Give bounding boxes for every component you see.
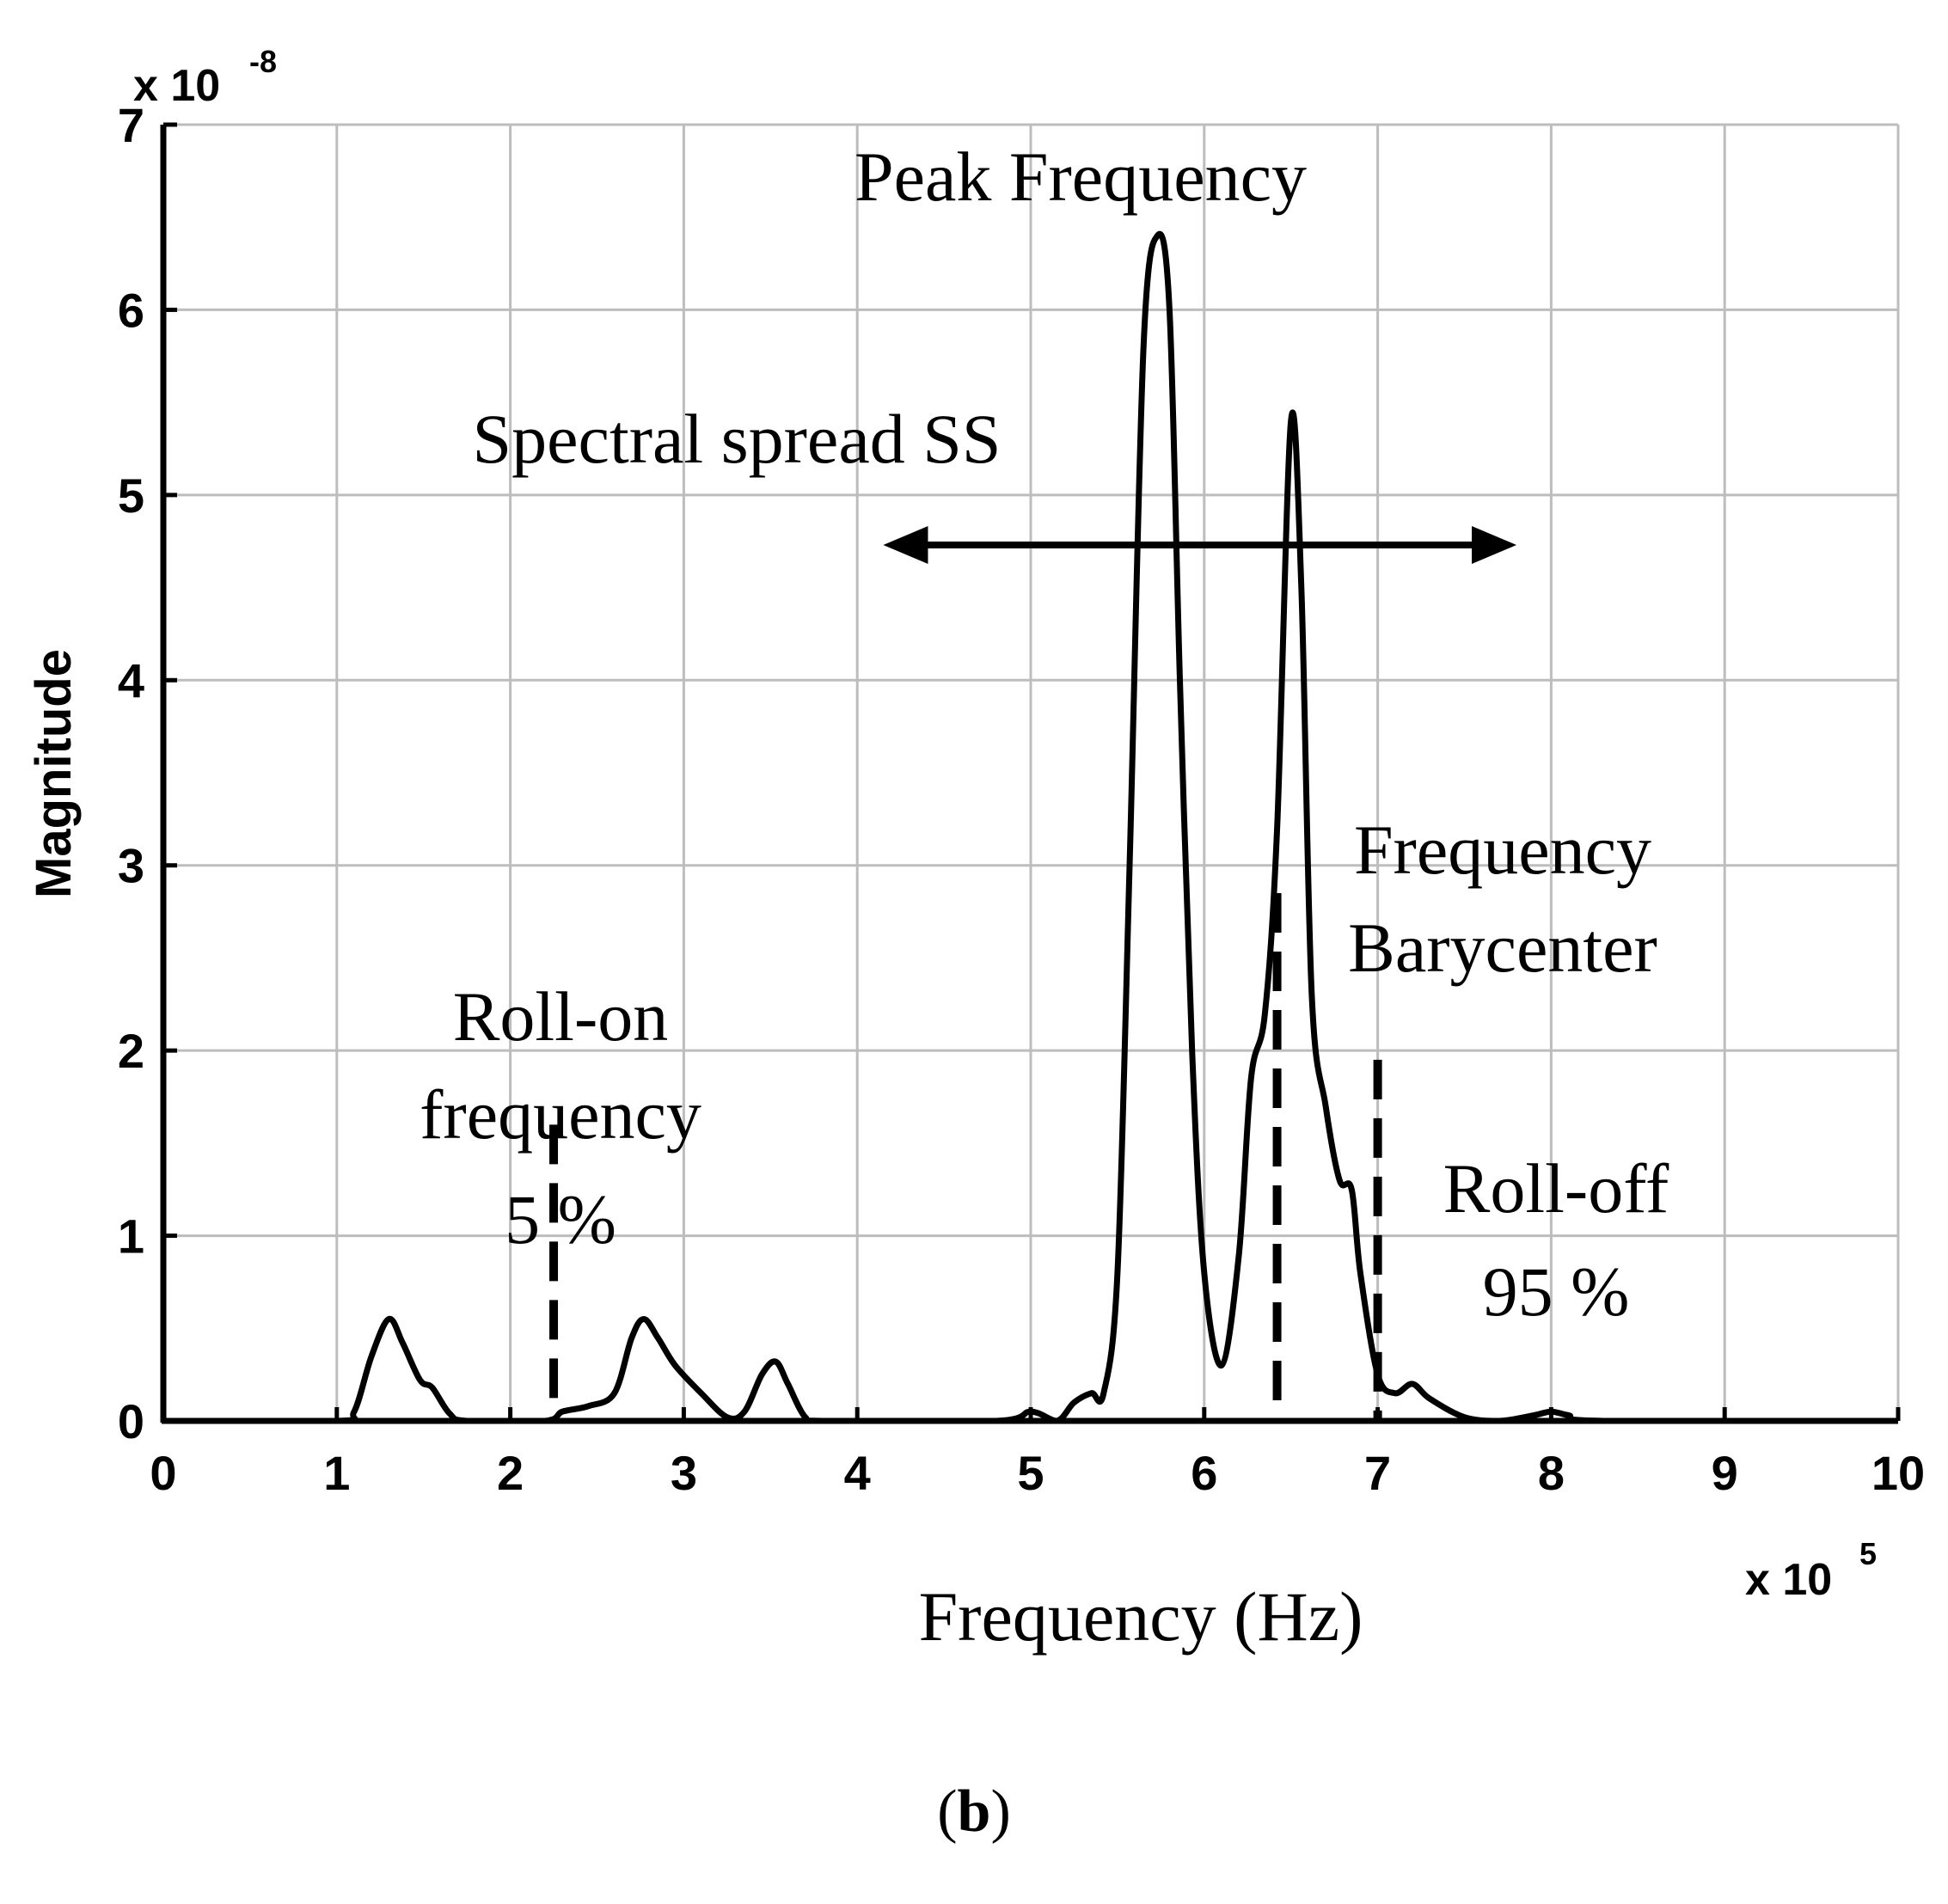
rollon-label-line2: frequency bbox=[420, 1075, 701, 1154]
x-tick-label-4: 4 bbox=[844, 1446, 871, 1500]
rolloff-label-line1: Roll-off bbox=[1443, 1149, 1669, 1227]
x-tick-label-2: 2 bbox=[497, 1446, 524, 1500]
y-tick-label-2: 2 bbox=[118, 1024, 144, 1078]
barycenter-label-line1: Frequency bbox=[1354, 811, 1651, 889]
x-tick-label-7: 7 bbox=[1364, 1446, 1391, 1500]
peak-frequency-label: Peak Frequency bbox=[855, 138, 1307, 216]
x-axis-label: Frequency (Hz) bbox=[919, 1577, 1363, 1656]
spread-arrow bbox=[883, 526, 1517, 565]
spectral-spread-label: Spectral spread SS bbox=[473, 400, 1002, 478]
y-tick-label-1: 1 bbox=[118, 1209, 144, 1264]
spread-arrow-head-right bbox=[1472, 526, 1517, 565]
y-exponent-power: -8 bbox=[249, 44, 277, 79]
x-tick-label-6: 6 bbox=[1191, 1446, 1217, 1500]
marker-layer bbox=[549, 893, 1382, 1421]
figure-caption: (b) bbox=[937, 1778, 1011, 1845]
x-tick-label-9: 9 bbox=[1712, 1446, 1738, 1500]
x-tick-label-10: 10 bbox=[1871, 1446, 1925, 1500]
caption-letter: b bbox=[958, 1778, 991, 1845]
caption-close: ) bbox=[990, 1778, 1010, 1845]
y-tick-label-5: 5 bbox=[118, 468, 144, 523]
x-tick-label-5: 5 bbox=[1017, 1446, 1044, 1500]
x-tick-label-3: 3 bbox=[671, 1446, 697, 1500]
spread-arrow-head-left bbox=[883, 526, 928, 565]
y-tick-label-6: 6 bbox=[118, 283, 144, 337]
rolloff-label-line2: 95 % bbox=[1483, 1252, 1630, 1331]
tick-labels: 0 1 2 3 4 5 6 7 8 9 10 0 1 2 3 4 5 6 7 bbox=[118, 98, 1925, 1500]
series-line-0 bbox=[163, 230, 1898, 1424]
x-tick-label-0: 0 bbox=[150, 1446, 176, 1500]
y-tick-label-4: 4 bbox=[118, 653, 144, 707]
x-exponent-base: x 10 bbox=[1745, 1555, 1832, 1605]
caption-open: ( bbox=[937, 1778, 957, 1845]
y-tick-label-0: 0 bbox=[118, 1394, 144, 1448]
rollon-label-line3: 5 % bbox=[505, 1180, 616, 1258]
grid-lines bbox=[162, 123, 1900, 1423]
x-tick-label-8: 8 bbox=[1538, 1446, 1565, 1500]
y-exponent-base: x 10 bbox=[133, 61, 220, 111]
rollon-label-line1: Roll-on bbox=[453, 977, 669, 1056]
barycenter-label-line2: Barycenter bbox=[1348, 909, 1657, 987]
y-tick-label-3: 3 bbox=[118, 839, 144, 893]
y-axis-label: Magnitude bbox=[26, 649, 82, 898]
series-layer bbox=[163, 230, 1898, 1424]
y-tick-label-7: 7 bbox=[118, 98, 144, 152]
x-tick-label-1: 1 bbox=[323, 1446, 350, 1500]
x-exponent-power: 5 bbox=[1859, 1536, 1877, 1571]
